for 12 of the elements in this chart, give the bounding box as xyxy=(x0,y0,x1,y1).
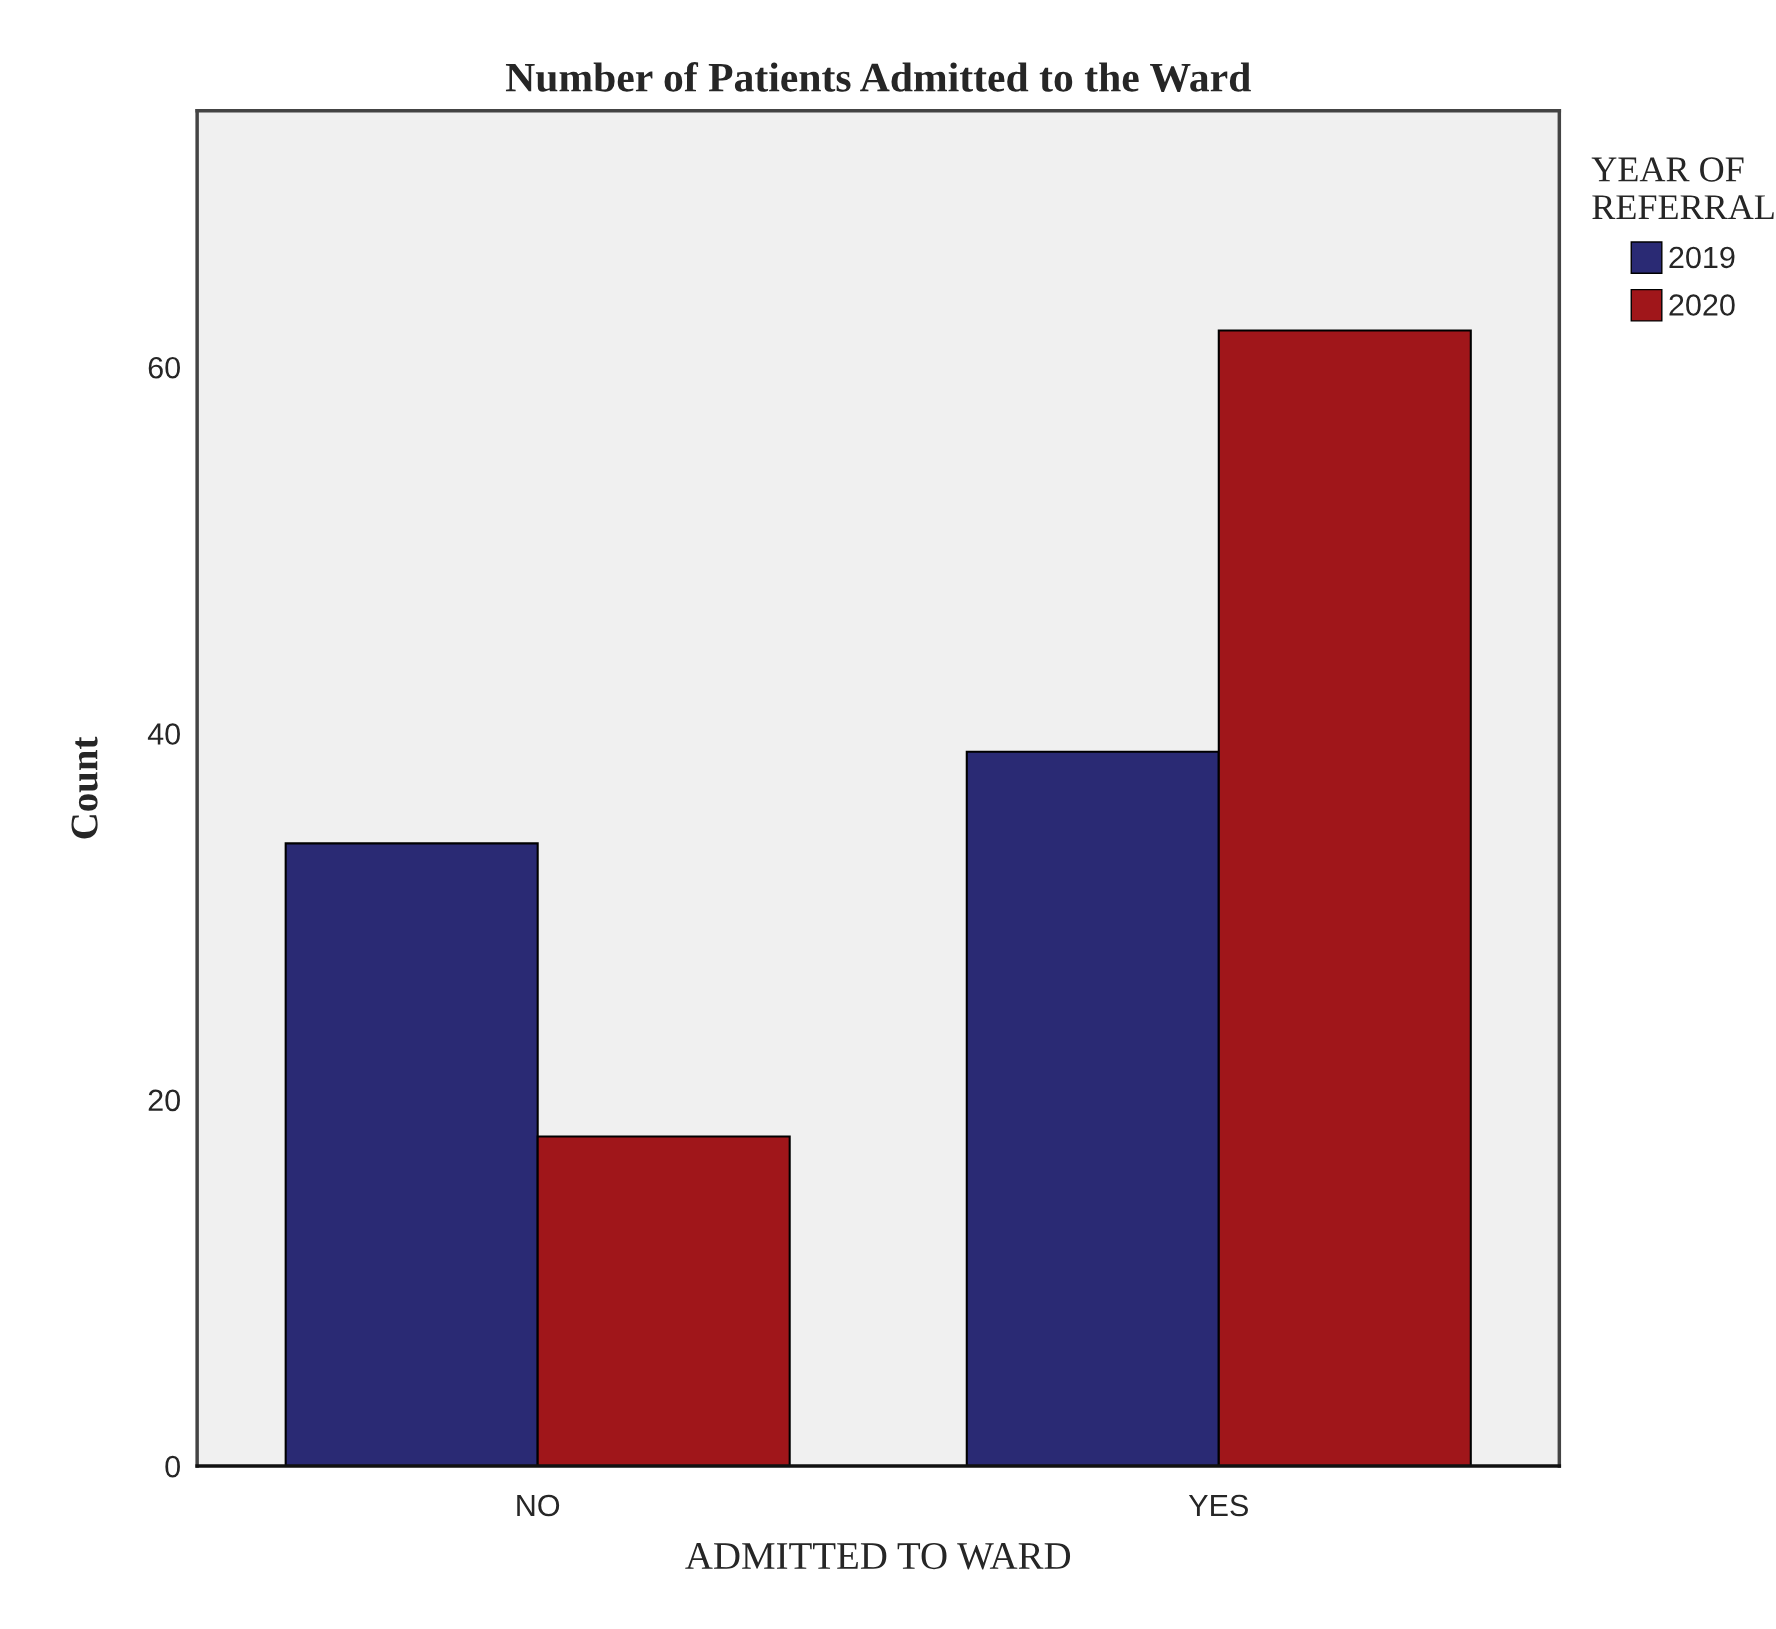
legend-label: 2020 xyxy=(1669,294,1735,316)
y-tick-label: 20 xyxy=(148,1089,180,1112)
legend-title: YEAR OF REFERRAL xyxy=(1591,157,1774,220)
y-tick-label: 60 xyxy=(148,356,180,379)
x-axis-title: ADMITTED TO WARD xyxy=(685,1543,1071,1570)
legend-label: 2019 xyxy=(1669,246,1735,269)
y-tick-label: 40 xyxy=(147,723,180,745)
y-axis-title: Count xyxy=(71,736,98,839)
x-tick-label: NO xyxy=(517,1494,560,1517)
y-tick-label: 0 xyxy=(165,1455,180,1478)
x-tick-label: YES xyxy=(1188,1494,1248,1517)
chart-title: Number of Patients Admitted to the Ward xyxy=(505,61,1251,92)
